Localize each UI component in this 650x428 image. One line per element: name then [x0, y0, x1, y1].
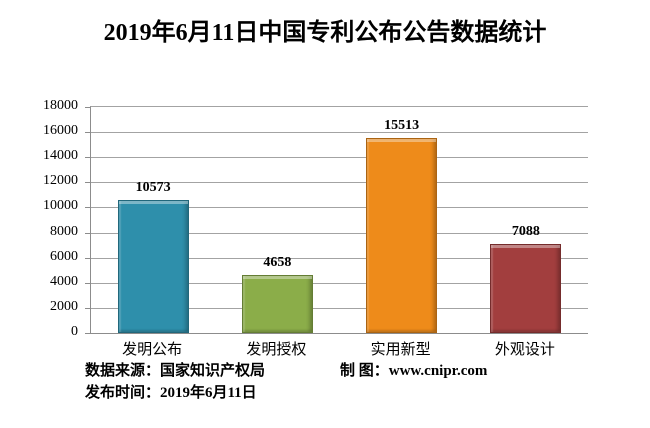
- y-axis-tick: [85, 282, 91, 284]
- bar: [241, 274, 313, 333]
- gridline: [91, 232, 588, 234]
- gridline: [91, 157, 588, 159]
- y-tick-label: 10000: [43, 198, 78, 214]
- y-tick-label: 4000: [50, 273, 78, 289]
- publish-date-label: 发布时间：2019年6月11日: [85, 385, 257, 401]
- y-axis-tick: [85, 157, 91, 159]
- gridline: [91, 132, 588, 134]
- chart-title: 2019年6月11日中国专利公布公告数据统计: [103, 20, 547, 46]
- y-tick-label: 0: [71, 324, 78, 339]
- y-axis-tick: [85, 333, 91, 334]
- y-axis-tick: [85, 182, 91, 184]
- y-tick-label: 8000: [50, 223, 78, 239]
- y-tick-label: 16000: [43, 123, 78, 139]
- gridline: [91, 282, 588, 284]
- y-axis-tick: [85, 107, 91, 108]
- y-axis-tick: [85, 307, 91, 309]
- y-tick-label: 6000: [50, 248, 78, 264]
- gridline: [91, 182, 588, 184]
- x-tick-label: 外观设计: [494, 342, 555, 358]
- gridline: [91, 207, 588, 209]
- y-axis-tick: [85, 257, 91, 259]
- y-axis-tick: [85, 132, 91, 134]
- x-tick-label: 发明授权: [246, 342, 307, 358]
- bar-value-label: 10573: [135, 180, 171, 196]
- gridline: [91, 257, 588, 259]
- bar-value-label: 4658: [263, 254, 292, 270]
- chart-credit-label: 制 图：www.cnipr.com: [340, 363, 488, 379]
- gridline: [91, 307, 588, 309]
- plot-area: 10573 4658 15513 7088: [85, 106, 588, 334]
- x-tick-label: 实用新型: [370, 342, 431, 358]
- y-axis-tick: [85, 207, 91, 209]
- bar: [366, 138, 438, 333]
- bar-value-label: 7088: [511, 224, 540, 240]
- y-tick-label: 2000: [50, 298, 78, 314]
- data-source-label: 数据来源：国家知识产权局: [85, 363, 266, 379]
- x-tick-label: 发明公布: [122, 342, 183, 358]
- bar: [490, 244, 562, 333]
- y-tick-label: 18000: [43, 98, 78, 113]
- bar: [117, 200, 189, 333]
- y-tick-label: 12000: [43, 173, 78, 189]
- y-tick-label: 14000: [43, 148, 78, 164]
- bar-value-label: 15513: [384, 118, 420, 134]
- y-axis-tick: [85, 232, 91, 234]
